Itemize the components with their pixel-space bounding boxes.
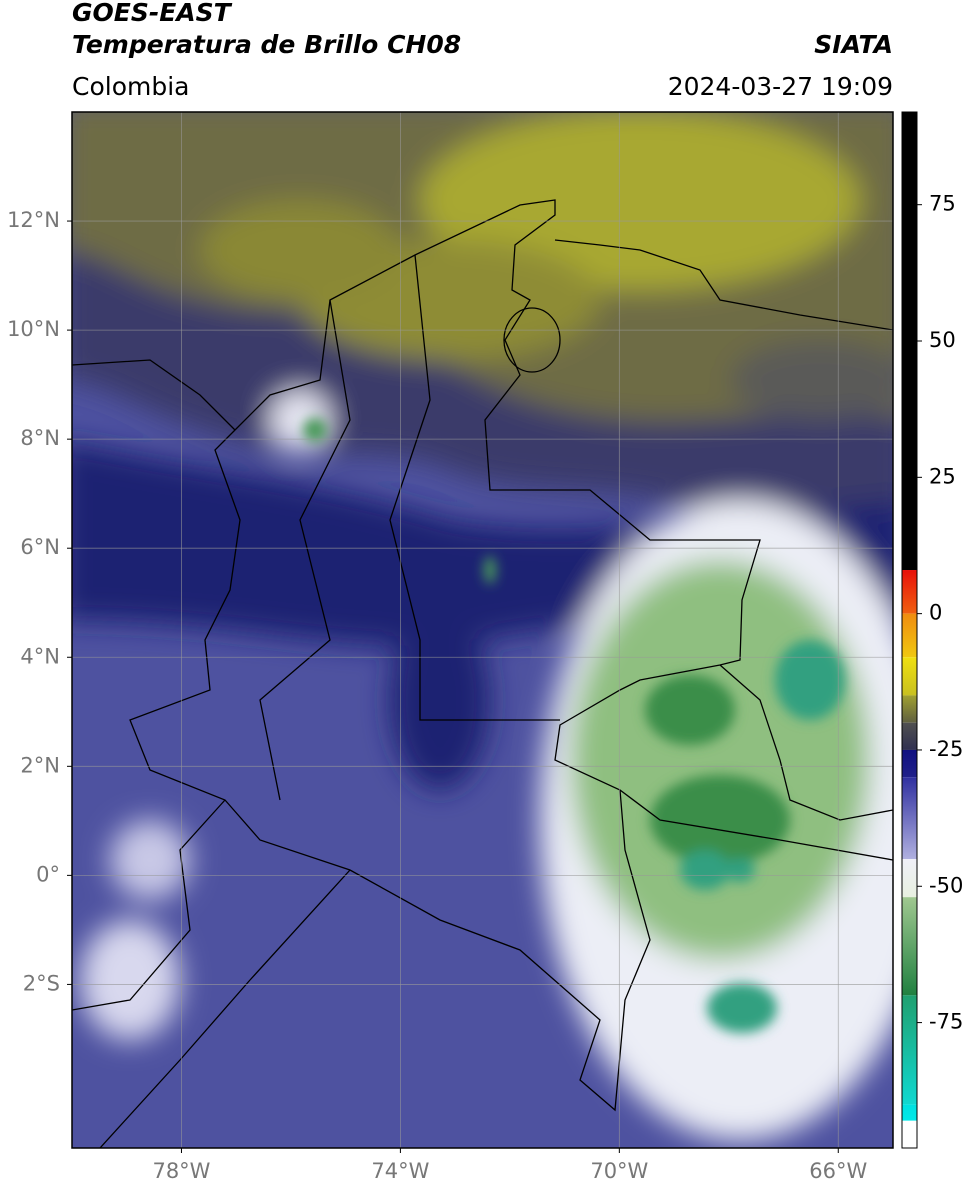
colorbar-segment xyxy=(902,570,917,614)
colorbar-segment xyxy=(902,995,917,1105)
x-tick-label: 70°W xyxy=(590,1159,648,1183)
colorbar-segment xyxy=(902,657,917,696)
colorbar-segment xyxy=(902,859,917,898)
title: GOES-EAST xyxy=(72,0,233,27)
borders xyxy=(72,199,893,1148)
colorbar-segment xyxy=(902,897,917,996)
colorbar-tick-label: -75 xyxy=(929,1010,963,1034)
colorbar-segment xyxy=(902,1120,917,1148)
colorbar-segment xyxy=(902,613,917,658)
y-tick-label: 10°N xyxy=(7,317,60,341)
region: Colombia xyxy=(72,72,189,101)
colorbar-segment xyxy=(902,112,917,571)
x-tick-label: 78°W xyxy=(152,1159,210,1183)
colorbar: 75 50 25 0 -25 -50 -75 xyxy=(901,111,963,1149)
y-tick-label: 2°S xyxy=(23,971,60,995)
colorbar-tick-label: 75 xyxy=(929,192,956,216)
colorbar-segment xyxy=(902,749,917,778)
colorbar-tick-label: -50 xyxy=(929,873,963,897)
colorbar-segment xyxy=(902,1104,917,1121)
satellite-image xyxy=(72,112,893,1148)
y-tick-label: 2°N xyxy=(20,753,60,777)
x-tick-label: 74°W xyxy=(371,1159,429,1183)
subtitle: Temperatura de Brillo CH08 xyxy=(72,30,461,59)
colorbar-segment xyxy=(902,722,917,750)
timestamp: 2024-03-27 19:09 xyxy=(668,72,893,101)
y-tick-label: 4°N xyxy=(20,644,60,668)
colorbar-tick-label: 0 xyxy=(929,601,942,625)
colorbar-frame xyxy=(901,111,918,1149)
colorbar-segment xyxy=(902,777,917,860)
colorbar-tick-label: -25 xyxy=(929,737,963,761)
colorbar-segment xyxy=(902,695,917,723)
colorbar-tick-label: 50 xyxy=(929,328,956,352)
map-frame xyxy=(71,111,894,1149)
colorbar-tick-label: 25 xyxy=(929,464,956,488)
y-tick-label: 0° xyxy=(36,862,60,886)
source: SIATA xyxy=(814,30,893,59)
y-tick-label: 8°N xyxy=(20,426,60,450)
y-tick-label: 12°N xyxy=(7,208,60,232)
grid xyxy=(72,112,893,1148)
x-tick-label: 66°W xyxy=(809,1159,867,1183)
y-tick-label: 6°N xyxy=(20,535,60,559)
